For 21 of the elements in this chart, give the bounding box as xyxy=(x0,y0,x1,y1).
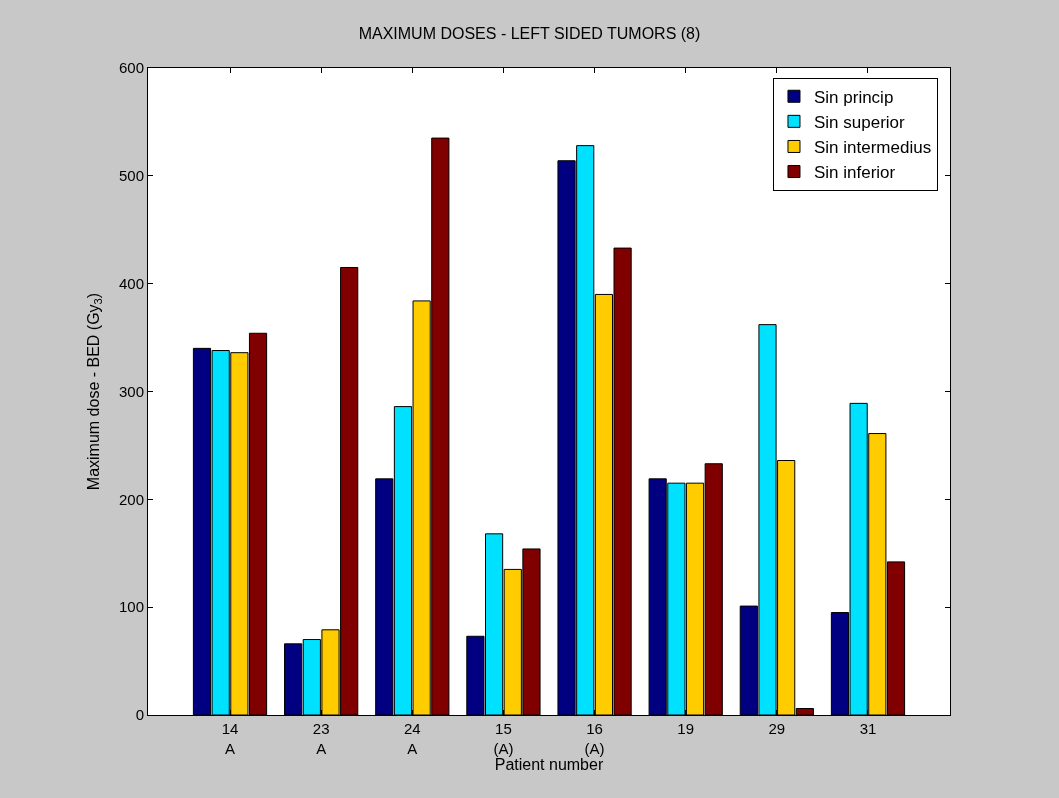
x-tick-label: 23 A xyxy=(312,720,330,757)
legend-label: Sin princip xyxy=(813,87,894,107)
chart-title: MAXIMUM DOSES - LEFT SIDED TUMORS (8) xyxy=(358,25,701,43)
x-axis-title: Patient number xyxy=(494,756,604,774)
y-tick-label: 300 xyxy=(118,382,144,400)
legend-label: Sin inferior xyxy=(813,163,896,183)
x-tick-label: 29 xyxy=(768,720,786,737)
y-tick-label: 400 xyxy=(118,274,144,292)
legend-label: Sin superior xyxy=(813,112,906,132)
y-tick-label: 500 xyxy=(118,167,144,185)
x-tick-label: 24 A xyxy=(403,720,421,757)
y-tick-label: 200 xyxy=(118,490,144,508)
y-tick-label: 0 xyxy=(135,706,144,724)
x-tick-label: 16 (A) xyxy=(584,720,605,757)
x-tick-label: 14 A xyxy=(221,720,239,757)
y-tick-label: 600 xyxy=(118,59,144,77)
y-tick-label: 100 xyxy=(118,598,144,616)
x-tick-label: 31 xyxy=(859,720,877,737)
x-tick-label: 19 xyxy=(677,720,695,737)
legend-label: Sin intermedius xyxy=(813,138,932,158)
x-tick-label: 15 (A) xyxy=(493,720,514,757)
